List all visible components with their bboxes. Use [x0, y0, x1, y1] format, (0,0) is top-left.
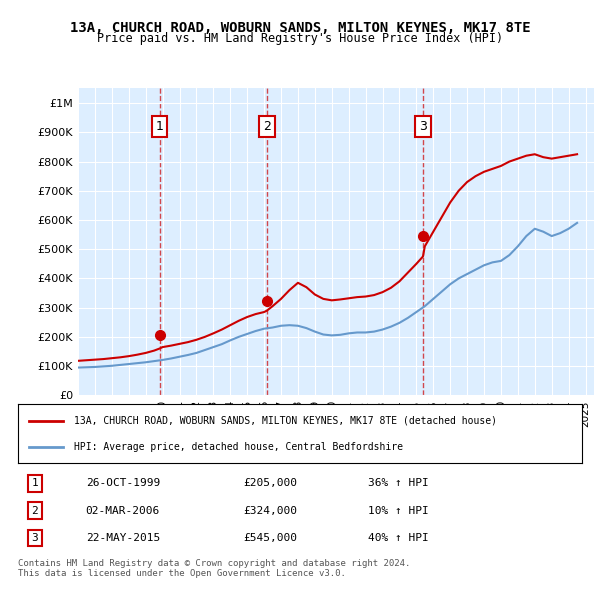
Text: £205,000: £205,000 — [244, 478, 298, 488]
Text: 10% ↑ HPI: 10% ↑ HPI — [368, 506, 428, 516]
Text: Price paid vs. HM Land Registry's House Price Index (HPI): Price paid vs. HM Land Registry's House … — [97, 32, 503, 45]
Text: 40% ↑ HPI: 40% ↑ HPI — [368, 533, 428, 543]
Text: 13A, CHURCH ROAD, WOBURN SANDS, MILTON KEYNES, MK17 8TE (detached house): 13A, CHURCH ROAD, WOBURN SANDS, MILTON K… — [74, 416, 497, 425]
Text: Contains HM Land Registry data © Crown copyright and database right 2024.: Contains HM Land Registry data © Crown c… — [18, 559, 410, 568]
Text: 3: 3 — [419, 120, 427, 133]
Text: £545,000: £545,000 — [244, 533, 298, 543]
Text: 02-MAR-2006: 02-MAR-2006 — [86, 506, 160, 516]
Text: 36% ↑ HPI: 36% ↑ HPI — [368, 478, 428, 488]
Text: 2: 2 — [263, 120, 271, 133]
Text: 1: 1 — [155, 120, 163, 133]
Text: 13A, CHURCH ROAD, WOBURN SANDS, MILTON KEYNES, MK17 8TE: 13A, CHURCH ROAD, WOBURN SANDS, MILTON K… — [70, 21, 530, 35]
Text: £324,000: £324,000 — [244, 506, 298, 516]
Text: 2: 2 — [32, 506, 38, 516]
Text: 3: 3 — [32, 533, 38, 543]
Text: 26-OCT-1999: 26-OCT-1999 — [86, 478, 160, 488]
Text: This data is licensed under the Open Government Licence v3.0.: This data is licensed under the Open Gov… — [18, 569, 346, 578]
Text: 22-MAY-2015: 22-MAY-2015 — [86, 533, 160, 543]
Text: HPI: Average price, detached house, Central Bedfordshire: HPI: Average price, detached house, Cent… — [74, 442, 403, 451]
Text: 1: 1 — [32, 478, 38, 488]
